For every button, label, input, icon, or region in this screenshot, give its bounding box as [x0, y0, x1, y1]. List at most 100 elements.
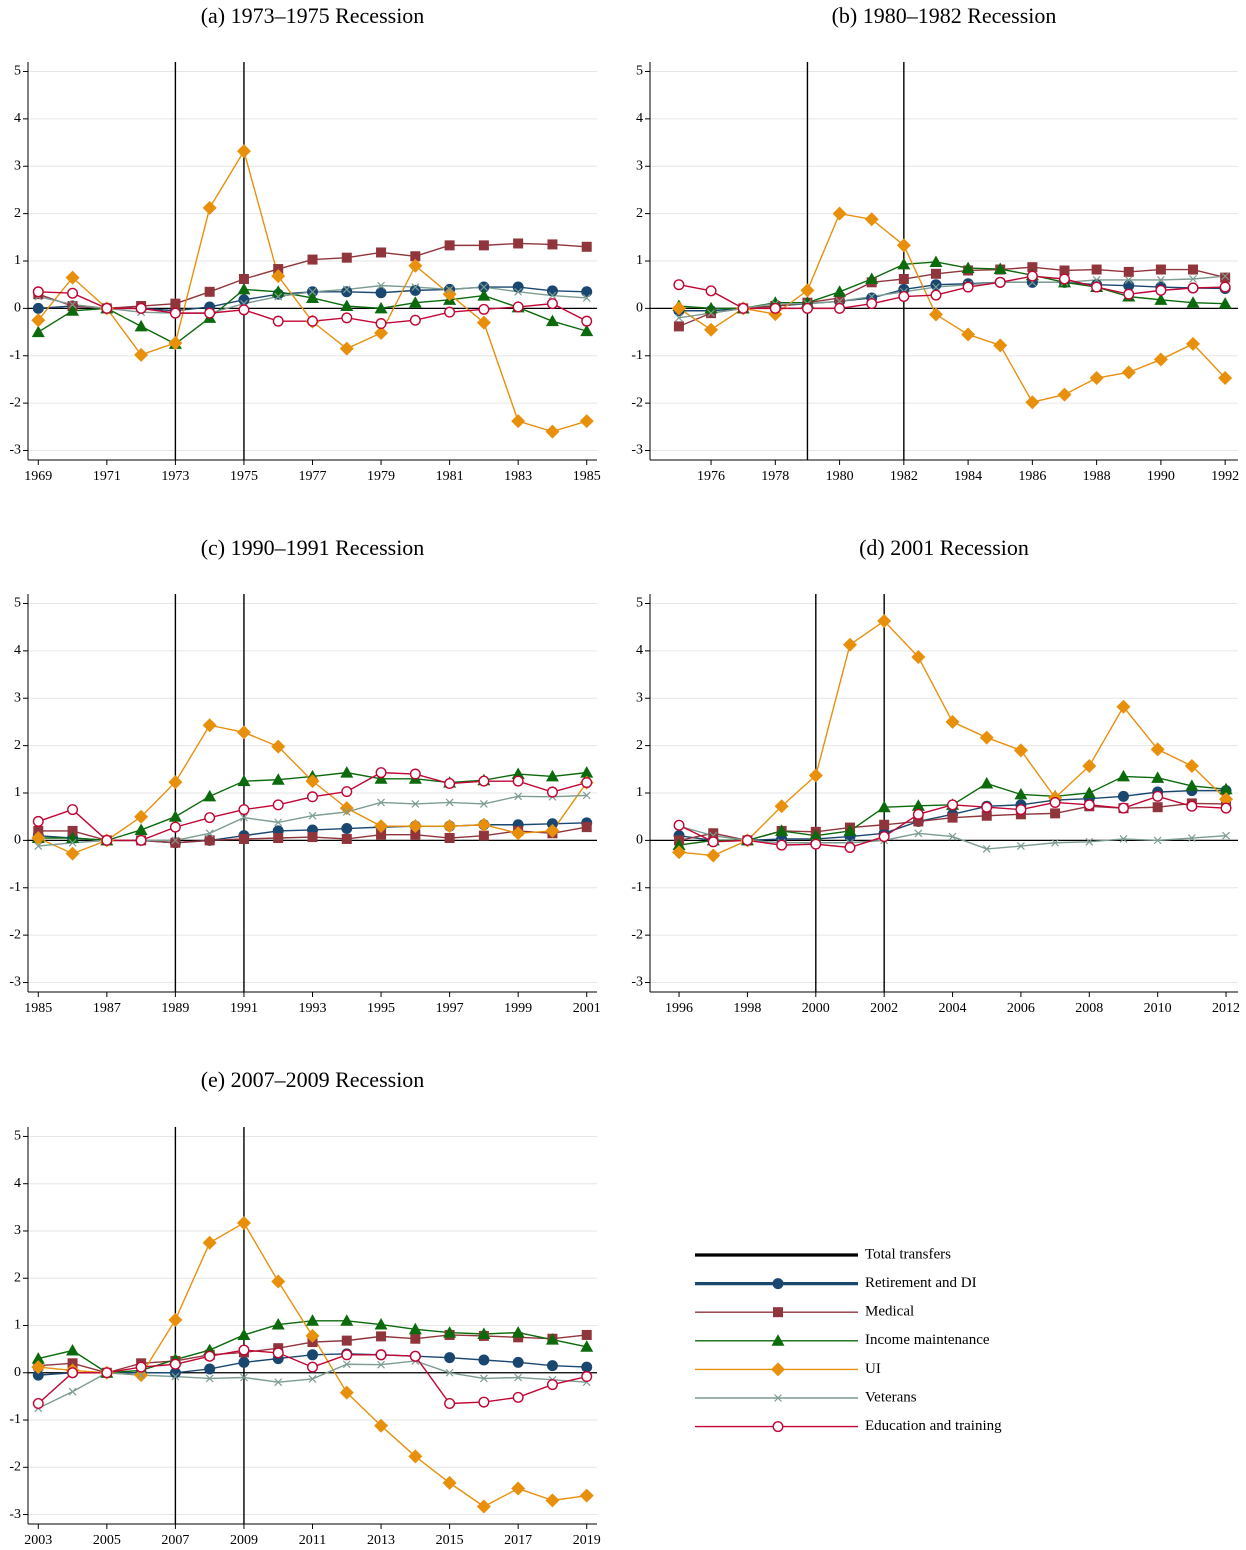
data-point	[1123, 288, 1135, 300]
data-point	[1219, 792, 1234, 807]
data-point	[476, 817, 491, 832]
data-point	[101, 302, 113, 314]
data-point	[776, 839, 788, 851]
data-point	[1014, 787, 1028, 800]
data-point	[512, 301, 524, 313]
data-point	[67, 1358, 78, 1369]
data-point	[374, 326, 389, 341]
data-point	[581, 286, 593, 298]
x-tick-label: 1995	[367, 1001, 395, 1016]
x-tick-label: 1989	[161, 1001, 189, 1016]
legend-label: Total transfers	[865, 1246, 951, 1262]
data-point	[930, 268, 941, 279]
x-tick-label: 1985	[573, 469, 601, 484]
data-point	[408, 258, 423, 273]
data-point	[444, 778, 456, 790]
data-point	[898, 291, 910, 303]
legend-label: Retirement and DI	[865, 1275, 977, 1291]
data-point	[704, 322, 719, 337]
data-point	[238, 804, 250, 816]
data-point	[134, 319, 148, 332]
data-point	[307, 1349, 318, 1361]
data-point	[769, 302, 781, 314]
data-point	[1186, 800, 1198, 812]
data-point	[932, 283, 940, 291]
x-tick-label: 1976	[697, 469, 725, 484]
data-point	[67, 1367, 79, 1379]
data-point	[1050, 808, 1061, 819]
data-point	[673, 321, 684, 332]
y-tick-label: 2	[14, 206, 21, 221]
data-point	[1184, 758, 1199, 773]
y-tick-label: 0	[14, 301, 21, 316]
data-point	[33, 825, 44, 836]
data-point	[376, 247, 387, 258]
x-tick-label: 1969	[24, 469, 52, 484]
data-point	[512, 1391, 524, 1403]
y-tick-label: -2	[631, 395, 643, 410]
data-point	[444, 306, 456, 318]
data-point	[476, 315, 491, 330]
data-point	[478, 775, 490, 787]
x-tick-label: 2015	[436, 1533, 464, 1548]
data-point	[65, 846, 80, 861]
data-point	[582, 791, 591, 800]
data-point	[479, 799, 488, 808]
data-point	[305, 774, 320, 789]
data-point	[272, 315, 284, 327]
y-tick-label: -3	[631, 443, 643, 458]
data-point	[929, 255, 943, 267]
data-point	[1058, 273, 1070, 285]
x-tick-label: 2005	[93, 1533, 121, 1548]
y-tick-label: 2	[636, 206, 643, 221]
x-tick-label: 2003	[24, 1533, 52, 1548]
data-point	[375, 1349, 387, 1361]
data-point	[707, 836, 719, 848]
data-point	[342, 808, 351, 816]
data-point	[375, 287, 387, 299]
data-point	[411, 283, 420, 291]
data-point	[1150, 742, 1165, 757]
data-point	[65, 270, 80, 285]
data-point	[1187, 282, 1199, 294]
data-point	[1082, 786, 1096, 798]
y-tick-label: 5	[636, 64, 643, 79]
x-tick-label: 2004	[939, 1001, 967, 1016]
data-point	[581, 1361, 593, 1373]
data-point	[581, 315, 593, 327]
data-point	[1051, 838, 1060, 847]
data-point	[1117, 790, 1129, 802]
y-tick-label: 0	[636, 301, 643, 316]
data-point	[68, 838, 77, 847]
data-point	[409, 284, 421, 296]
x-tick-label: 1981	[436, 469, 464, 484]
x-tick-label: 1971	[93, 469, 121, 484]
data-point	[896, 238, 911, 253]
panel-title: (c) 1990–1991 Recession	[201, 535, 425, 560]
data-point	[993, 262, 1007, 275]
data-point	[202, 718, 217, 733]
data-point	[579, 414, 594, 429]
data-point	[204, 835, 215, 846]
y-tick-label: -2	[9, 1460, 21, 1475]
data-point	[1185, 779, 1199, 791]
data-point	[512, 775, 524, 787]
legend-marker	[771, 1334, 785, 1346]
data-point	[377, 798, 385, 807]
data-point	[981, 801, 993, 813]
data-point	[236, 725, 251, 740]
data-point	[581, 822, 592, 833]
x-tick-label: 2011	[299, 1533, 326, 1548]
data-point	[580, 1340, 594, 1352]
data-point	[511, 767, 525, 780]
y-tick-label: 4	[14, 643, 21, 658]
legend-marker	[773, 1307, 783, 1318]
y-tick-label: 2	[636, 738, 643, 753]
data-point	[169, 1367, 181, 1379]
data-point	[339, 341, 354, 356]
y-tick-label: -3	[9, 975, 21, 990]
y-tick-label: 1	[14, 253, 21, 268]
data-point	[169, 821, 181, 833]
data-point	[409, 314, 421, 326]
data-point	[408, 1449, 423, 1464]
